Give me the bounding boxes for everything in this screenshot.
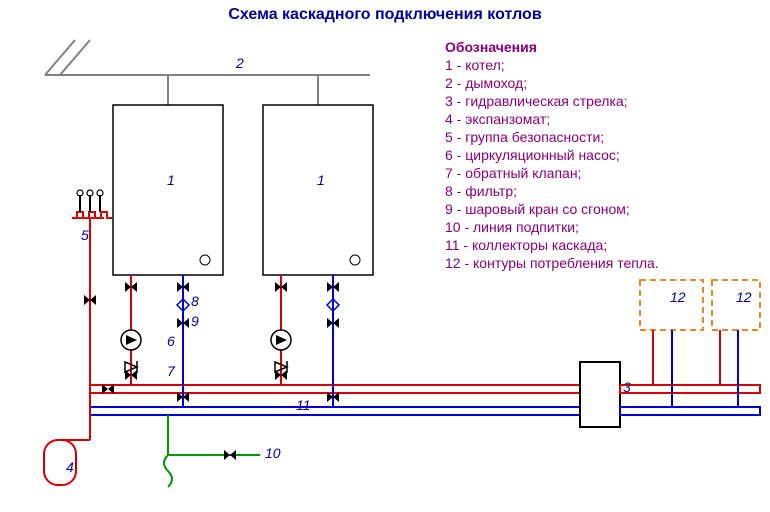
svg-text:5: 5 <box>81 227 89 243</box>
svg-text:1: 1 <box>317 172 325 188</box>
svg-text:10: 10 <box>265 445 281 461</box>
svg-text:1: 1 <box>167 172 175 188</box>
svg-text:9: 9 <box>191 313 199 329</box>
svg-text:4: 4 <box>66 459 74 475</box>
svg-text:6: 6 <box>167 333 175 349</box>
svg-text:2: 2 <box>235 55 244 71</box>
svg-text:12: 12 <box>736 289 752 305</box>
schematic-svg: 112345678910111212 <box>0 0 770 512</box>
svg-text:8: 8 <box>191 293 199 309</box>
svg-text:7: 7 <box>167 363 176 379</box>
svg-text:3: 3 <box>623 379 631 395</box>
svg-text:11: 11 <box>296 397 311 413</box>
svg-text:12: 12 <box>670 289 686 305</box>
